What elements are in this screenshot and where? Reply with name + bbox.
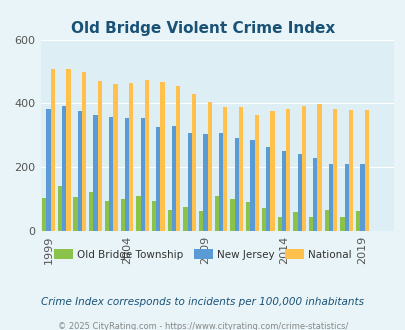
Bar <box>333 109 337 231</box>
Bar <box>301 106 305 231</box>
Bar <box>317 104 321 231</box>
Bar <box>324 210 328 231</box>
Bar <box>214 196 218 231</box>
Bar <box>124 118 129 231</box>
Bar <box>145 80 149 231</box>
Bar <box>120 199 124 231</box>
Bar <box>98 81 102 231</box>
Bar <box>286 109 290 231</box>
Bar <box>160 82 164 231</box>
Bar <box>281 150 286 231</box>
Bar <box>292 212 297 231</box>
Bar <box>254 115 258 231</box>
Bar <box>176 86 180 231</box>
Bar <box>239 107 243 231</box>
Bar <box>234 139 239 231</box>
Bar <box>77 112 82 231</box>
Bar <box>51 69 55 231</box>
Bar <box>66 69 70 231</box>
Bar <box>359 164 364 231</box>
Bar <box>109 117 113 231</box>
Text: Crime Index corresponds to incidents per 100,000 inhabitants: Crime Index corresponds to incidents per… <box>41 297 364 307</box>
Bar <box>129 82 133 231</box>
Bar <box>203 134 207 231</box>
Bar <box>167 210 171 231</box>
Bar <box>364 111 368 231</box>
Bar <box>297 154 301 231</box>
Bar <box>58 186 62 231</box>
Bar <box>245 202 250 231</box>
Bar <box>192 94 196 231</box>
Legend: Old Bridge Township, New Jersey, National: Old Bridge Township, New Jersey, Nationa… <box>50 245 355 264</box>
Bar <box>136 196 140 231</box>
Bar <box>151 201 156 231</box>
Bar <box>93 115 98 231</box>
Bar <box>73 197 77 231</box>
Bar <box>89 192 93 231</box>
Bar <box>187 133 192 231</box>
Bar <box>308 216 312 231</box>
Bar <box>46 109 51 231</box>
Bar <box>339 216 344 231</box>
Bar <box>230 199 234 231</box>
Bar <box>82 73 86 231</box>
Bar <box>265 147 270 231</box>
Bar <box>156 127 160 231</box>
Text: Old Bridge Violent Crime Index: Old Bridge Violent Crime Index <box>71 21 334 36</box>
Bar <box>312 158 317 231</box>
Bar <box>62 106 66 231</box>
Bar <box>261 208 265 231</box>
Bar <box>223 107 227 231</box>
Bar <box>277 216 281 231</box>
Bar <box>198 211 203 231</box>
Text: © 2025 CityRating.com - https://www.cityrating.com/crime-statistics/: © 2025 CityRating.com - https://www.city… <box>58 322 347 330</box>
Bar <box>171 126 176 231</box>
Bar <box>355 211 359 231</box>
Bar <box>250 140 254 231</box>
Bar <box>328 164 333 231</box>
Bar <box>207 102 211 231</box>
Bar <box>344 164 348 231</box>
Bar <box>42 197 46 231</box>
Bar <box>348 111 352 231</box>
Bar <box>104 201 109 231</box>
Bar <box>270 112 274 231</box>
Bar <box>218 133 223 231</box>
Bar <box>183 207 187 231</box>
Bar <box>113 84 117 231</box>
Bar <box>140 118 145 231</box>
